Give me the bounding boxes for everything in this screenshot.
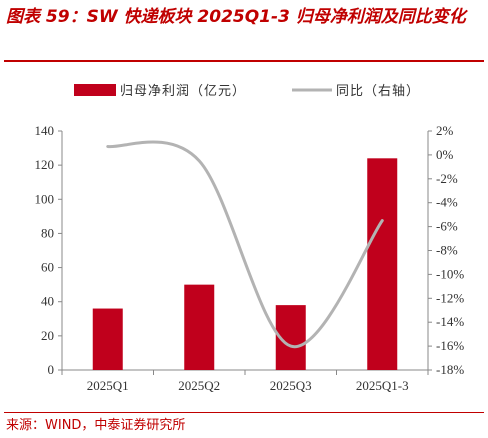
y-right-tick-label: -16% — [436, 338, 464, 353]
footer-divider — [4, 412, 484, 413]
y-right-tick-label: -4% — [436, 195, 458, 210]
bar — [184, 284, 215, 370]
bar-series — [92, 158, 398, 370]
yoy-line — [106, 140, 384, 348]
y-right-tick-label: -14% — [436, 314, 464, 329]
bar — [92, 308, 123, 370]
y-right-tick-label: 2% — [436, 123, 454, 138]
axes: 0 20 40 60 80 100 120 140 -18% -16% -14% -12% -10% -8… — [35, 123, 465, 393]
legend-line-label: 同比（右轴） — [336, 84, 420, 99]
y-right-tick-label: 0% — [436, 147, 454, 162]
y-right-tick-label: -6% — [436, 219, 458, 234]
y-left-tick-label: 60 — [41, 260, 54, 275]
legend-bar-swatch — [74, 84, 116, 96]
y-right-tick-label: -10% — [436, 266, 464, 281]
y-right-tick-label: -8% — [436, 243, 458, 258]
x-tick-label: 2025Q2 — [178, 378, 220, 393]
source-note: 来源：WIND，中泰证券研究所 — [6, 418, 186, 433]
y-left-tick-label: 40 — [41, 294, 54, 309]
x-tick-label: 2025Q1-3 — [356, 378, 409, 393]
y-left-tick-label: 0 — [48, 362, 55, 377]
legend-bar-label: 归母净利润（亿元） — [120, 84, 246, 99]
y-left-tick-label: 140 — [35, 123, 55, 138]
y-right-tick-label: -18% — [436, 362, 464, 377]
chart: 归母净利润（亿元） 同比（右轴） 0 20 40 60 80 100 120 140 -18% -… — [35, 84, 465, 393]
y-left-tick-label: 120 — [35, 157, 55, 172]
title-divider — [4, 60, 484, 62]
y-right-tick-label: -2% — [436, 171, 458, 186]
y-left-tick-label: 100 — [35, 191, 55, 206]
legend: 归母净利润（亿元） 同比（右轴） — [74, 84, 420, 99]
x-tick-label: 2025Q1 — [87, 378, 129, 393]
y-left-tick-label: 20 — [41, 328, 54, 343]
y-right-tick-label: -12% — [436, 290, 464, 305]
y-left-tick-label: 80 — [41, 225, 54, 240]
page-title: 图表 59：SW 快递板块 2025Q1-3 归母净利润及同比变化 — [6, 7, 466, 27]
bar — [367, 158, 398, 370]
line-series — [106, 140, 384, 348]
x-tick-label: 2025Q3 — [270, 378, 312, 393]
